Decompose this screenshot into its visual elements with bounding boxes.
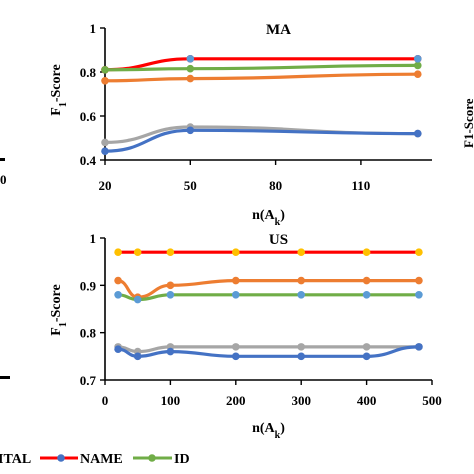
data-point [133,295,142,304]
legend-label: ID [174,452,190,467]
data-point [166,281,175,290]
data-point [413,61,422,70]
legend-marker [148,454,156,462]
series-2 [101,70,422,85]
x-tick-label: 50 [184,178,197,193]
data-point [166,347,175,356]
legend-item-ital: ITAL [0,452,78,467]
data-point [415,291,423,299]
data-point [362,276,371,285]
y-tick-label: 1 [90,21,97,36]
x-tick-label: 500 [422,393,442,408]
left-panel-tick-fragment: 0 [0,172,7,187]
x-tick-label: 300 [291,393,311,408]
chart-title: MA [266,22,291,38]
data-point [413,129,422,138]
series-1 [114,276,423,301]
data-point [101,66,109,74]
data-point [186,64,195,73]
data-point [232,352,240,361]
x-axis-label: n(Ak) [252,208,285,228]
x-tick-label: 80 [269,178,282,193]
left-panel-tick-mark-lower [0,376,10,379]
legend: ITAL NAME ID [0,452,190,467]
data-point [413,55,422,63]
data-point [114,276,122,285]
data-point [297,352,306,361]
legend-item-name: NAME [80,452,172,467]
chart-panel-ma: 0.4 0.6 0.8 1 20 50 80 110 MA F1-Score n(Ak) [49,21,432,228]
x-tick-label: 20 [99,178,112,193]
data-point [415,248,423,256]
y-tick-label: 1 [90,231,97,246]
right-panel-ylabel-fragment: F1-Score [461,98,474,148]
data-point [101,138,109,147]
data-point [186,55,195,63]
data-point [297,248,306,256]
x-axis-label: n(Ak) [252,421,285,441]
data-point [186,74,195,83]
y-tick-label: 0.9 [80,278,97,293]
data-point [166,248,175,256]
data-point [415,276,423,285]
chart-title: US [269,232,288,248]
y-axis-label: F1-Score [49,284,69,335]
series-2 [114,291,423,304]
y-tick-label: 0.8 [80,326,97,341]
data-point [232,276,240,285]
data-point [362,343,371,351]
legend-item-id: ID [174,452,190,467]
series-line [103,128,420,153]
data-point [297,291,306,299]
x-tick-label: 110 [352,178,371,193]
data-point [114,291,122,299]
data-point [232,343,240,351]
data-point [362,291,371,299]
series-1 [101,61,422,74]
x-tick-label: 400 [357,393,377,408]
chart-panel-us: 0.7 0.8 0.9 1 0 100 200 300 400 500 US F1-Score n(Ak… [49,231,442,441]
data-point [114,345,122,354]
x-tick-label: 200 [226,393,246,408]
y-tick-label: 0.7 [80,373,97,388]
y-tick-label: 0.6 [80,109,97,124]
legend-label: NAME [80,452,123,467]
y-tick-label: 0.4 [80,153,97,168]
data-point [133,352,142,361]
series-4 [114,343,423,361]
y-axis-label: F1-Score [49,64,69,115]
left-panel-tick-mark [0,158,5,161]
data-point [232,291,240,299]
data-point [186,126,195,135]
series-line [116,293,421,302]
data-point [101,77,109,85]
data-point [133,248,142,256]
data-point [114,248,122,256]
data-point [297,343,306,351]
legend-label: ITAL [0,452,31,467]
data-point [166,291,175,299]
x-tick-label: 0 [102,393,109,408]
data-point [362,352,371,361]
data-point [232,248,240,256]
data-point [362,248,371,256]
series-0 [114,248,423,256]
data-point [101,147,109,155]
x-tick-label: 100 [161,393,181,408]
legend-marker [57,454,65,462]
data-point [297,276,306,285]
data-point [415,343,423,351]
y-tick-label: 0.8 [80,65,97,80]
series-line [103,63,420,72]
data-point [413,70,422,78]
series-line [103,57,420,72]
series-line [103,72,420,83]
series-5 [186,55,422,63]
series-4 [101,126,422,155]
panels: 0.4 0.6 0.8 1 20 50 80 110 MA F1-Score n(Ak) 0.7 0.8… [49,21,442,441]
